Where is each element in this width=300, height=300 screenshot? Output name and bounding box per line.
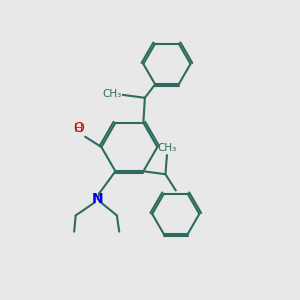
Text: CH₃: CH₃ bbox=[157, 143, 177, 153]
Text: H: H bbox=[74, 122, 83, 135]
Text: O: O bbox=[74, 121, 84, 135]
Text: CH₃: CH₃ bbox=[102, 89, 122, 99]
Text: N: N bbox=[92, 192, 103, 206]
